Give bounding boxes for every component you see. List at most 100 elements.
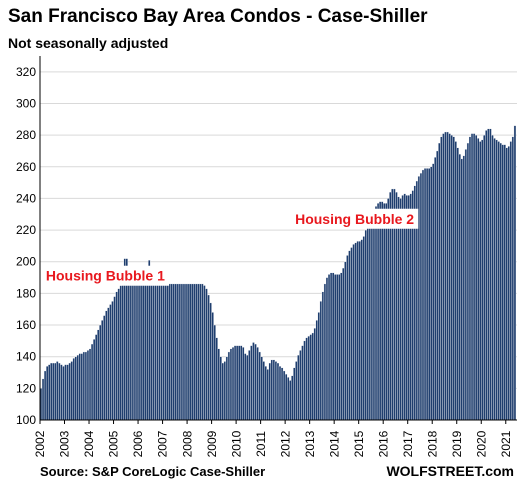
bar	[464, 149, 468, 421]
bar	[487, 128, 490, 421]
x-tick-label: 2008	[180, 430, 194, 457]
bar	[160, 283, 163, 421]
bar	[166, 283, 169, 421]
y-tick-label: 180	[16, 286, 36, 300]
annotation-label: Housing Bubble 2	[295, 211, 414, 227]
bar	[282, 370, 286, 421]
bar	[329, 272, 333, 421]
bar	[358, 240, 361, 421]
annotations: Housing Bubble 1 Housing Bubble 2	[41, 208, 419, 286]
x-tick-label: 2012	[278, 430, 292, 457]
y-tick-label: 140	[16, 350, 36, 364]
bar	[184, 283, 188, 421]
bar	[309, 334, 312, 421]
bar	[315, 320, 318, 421]
bar	[507, 146, 511, 421]
bar	[448, 133, 451, 421]
bar	[336, 274, 339, 421]
bar	[150, 283, 153, 421]
y-tick-label: 300	[16, 96, 36, 110]
x-tick-label: 2019	[450, 430, 464, 457]
bar	[266, 369, 269, 421]
bar	[454, 141, 457, 421]
bar	[76, 354, 79, 421]
x-tick-label: 2007	[156, 430, 170, 457]
bar	[97, 329, 100, 421]
bar	[103, 315, 106, 421]
y-tick-label: 260	[16, 160, 36, 174]
bar	[70, 361, 73, 421]
bars	[39, 125, 517, 421]
bar	[295, 361, 298, 421]
bar	[223, 361, 227, 421]
bar	[144, 283, 147, 421]
bar	[252, 342, 255, 421]
chart-subtitle: Not seasonally adjusted	[8, 35, 168, 51]
bar	[193, 283, 196, 421]
bar	[99, 324, 102, 421]
bar	[481, 139, 484, 421]
bar	[419, 172, 423, 421]
bar	[88, 348, 92, 421]
bar	[203, 285, 206, 421]
bar	[66, 364, 69, 421]
x-tick-label: 2009	[205, 430, 219, 457]
bar	[479, 141, 482, 421]
x-tick-label: 2003	[58, 430, 72, 457]
bar	[289, 380, 292, 421]
bar	[137, 283, 141, 421]
bar	[180, 283, 184, 421]
bar	[350, 247, 353, 421]
bar	[374, 206, 378, 421]
bar	[356, 240, 359, 421]
bar	[113, 296, 116, 421]
x-tick-label: 2014	[327, 430, 341, 457]
bar	[268, 362, 272, 421]
bar	[45, 366, 49, 421]
bar	[305, 337, 308, 421]
bar	[346, 255, 349, 421]
bar	[237, 345, 241, 421]
bar	[476, 138, 480, 421]
bar	[62, 366, 65, 421]
bar	[56, 361, 59, 421]
bar	[260, 356, 263, 421]
bar	[385, 203, 388, 421]
bar	[111, 301, 114, 421]
y-tick-label: 120	[16, 381, 36, 395]
bar	[340, 272, 343, 421]
bar	[205, 288, 208, 421]
bar	[491, 134, 494, 421]
bar	[493, 138, 496, 421]
bar	[380, 201, 384, 421]
source-note: Source: S&P CoreLogic Case-Shiller	[40, 464, 265, 479]
bar	[213, 324, 216, 421]
x-tick-label: 2006	[131, 430, 145, 457]
bar	[303, 340, 306, 421]
bar	[352, 244, 355, 421]
bar	[186, 283, 190, 421]
x-tick-label: 2015	[352, 430, 366, 457]
bar	[52, 362, 55, 421]
bar	[264, 366, 267, 421]
bar	[80, 353, 84, 421]
bar	[274, 361, 278, 421]
bar	[495, 139, 498, 421]
bar	[501, 144, 504, 421]
bar	[235, 345, 239, 421]
x-tick-label: 2011	[254, 431, 268, 457]
bar	[154, 283, 157, 421]
bar	[470, 133, 474, 421]
bar	[78, 353, 82, 421]
bar	[319, 301, 323, 421]
bar	[254, 343, 257, 421]
bar	[421, 169, 425, 421]
bar	[444, 131, 447, 421]
bar	[258, 351, 261, 421]
bar	[231, 347, 235, 421]
bar	[197, 283, 200, 421]
y-tick-label: 240	[16, 191, 36, 205]
bar	[505, 147, 508, 421]
x-tick-label: 2005	[107, 430, 121, 457]
bar	[68, 362, 71, 421]
